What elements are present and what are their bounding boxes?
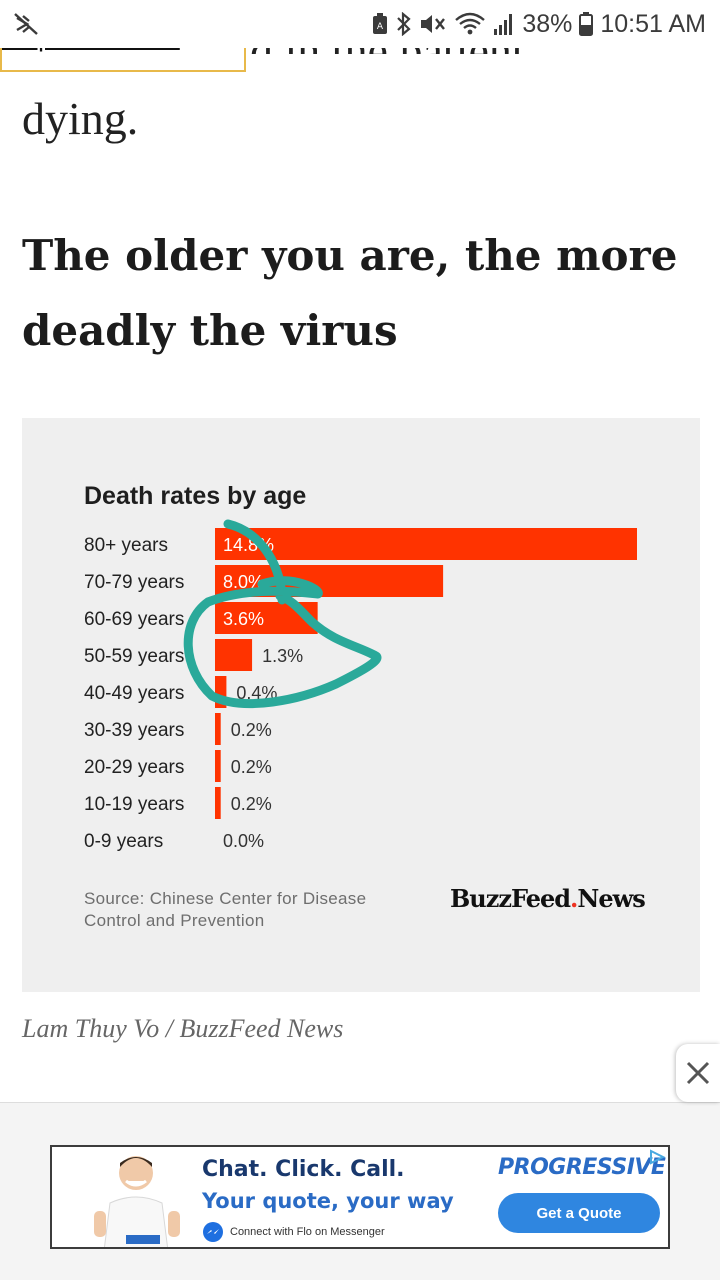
mute-icon [421, 15, 446, 33]
close-ad-button[interactable] [676, 1044, 720, 1102]
value-label: 0.2% [231, 720, 272, 740]
ad-choices-icon[interactable] [648, 1149, 666, 1165]
chart-title: Death rates by age [84, 482, 307, 510]
ad-banner[interactable]: Chat. Click. Call. Your quote, your way … [50, 1145, 670, 1249]
clock: 10:51 AM [600, 9, 706, 38]
category-label: 0-9 years [84, 831, 163, 852]
section-heading: The older you are, the more deadly the v… [22, 231, 678, 355]
chart-source: Source: Chinese Center for Disease Contr… [84, 889, 367, 930]
value-label: 3.6% [223, 609, 264, 629]
bar [215, 787, 221, 819]
value-label: 0.0% [223, 831, 264, 851]
ad-headline: Chat. Click. Call. [202, 1157, 405, 1182]
buzzfeed-news-logo: BuzzFeed.News [450, 884, 646, 913]
category-label: 50-59 years [84, 646, 184, 667]
battery-percent: 38% [522, 9, 573, 38]
battery-icon [579, 12, 594, 36]
chart-image[interactable]: Death rates by age 80+ years 14.8% 70-79 y… [22, 418, 700, 992]
value-label: 1.3% [262, 646, 303, 666]
brand-part-2: News [577, 884, 645, 913]
value-label: 0.2% [231, 794, 272, 814]
svg-text:A: A [377, 22, 384, 32]
messenger-icon [203, 1222, 223, 1242]
value-label: 0.4% [236, 683, 277, 703]
value-label: 0.2% [231, 757, 272, 777]
category-label: 80+ years [84, 535, 168, 556]
ad-container: Chat. Click. Call. Your quote, your way … [0, 1102, 720, 1280]
flo-mascot-image [94, 1156, 180, 1247]
ad-messenger-row: Connect with Flo on Messenger [202, 1221, 385, 1243]
bluetooth-icon [397, 12, 411, 36]
brand-dot: . [570, 884, 578, 913]
ad-messenger-text: Connect with Flo on Messenger [230, 1226, 385, 1238]
category-label: 40-49 years [84, 683, 184, 704]
wifi-icon [455, 12, 486, 35]
close-icon [686, 1061, 710, 1085]
bar [215, 528, 637, 560]
category-label: 70-79 years [84, 572, 184, 593]
get-a-quote-button[interactable]: Get a Quote [498, 1193, 660, 1233]
status-icons: A 38% 10:51 AM [371, 0, 706, 48]
bar [215, 639, 253, 671]
ad-subhead: Your quote, your way [202, 1189, 454, 1213]
category-label: 10-19 years [84, 794, 184, 815]
category-label: 60-69 years [84, 609, 184, 630]
image-credit: Lam Thuy Vo / BuzzFeed News [22, 1014, 344, 1043]
category-label: 20-29 years [84, 757, 184, 778]
value-label: 8.0% [223, 572, 264, 592]
bar [215, 676, 227, 708]
brand-part-1: BuzzFeed [450, 884, 571, 913]
value-label: 14.8% [223, 535, 274, 555]
bar [215, 713, 221, 745]
progressive-logo: PROGRESSIVE [498, 1155, 666, 1180]
bar [215, 750, 221, 782]
category-label: 30-39 years [84, 720, 184, 741]
status-bar: A 38% 10:51 AM [0, 0, 720, 48]
no-sync-icon [14, 0, 40, 48]
signal-icon [494, 14, 513, 35]
paragraph-end: dying. [22, 93, 139, 144]
data-saver-icon: A [373, 13, 388, 34]
